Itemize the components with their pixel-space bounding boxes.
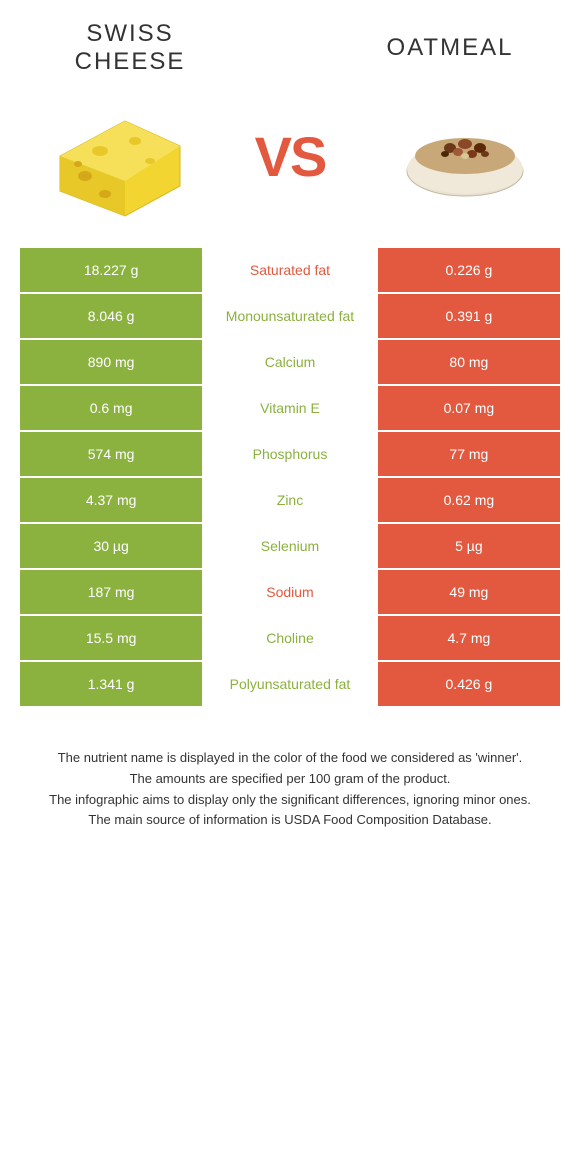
nutrient-label: Monounsaturated fat xyxy=(204,294,376,338)
nutrient-label: Zinc xyxy=(204,478,376,522)
nutrient-label: Selenium xyxy=(204,524,376,568)
nutrition-table-body: 18.227 gSaturated fat0.226 g8.046 gMonou… xyxy=(20,248,560,706)
left-value: 8.046 g xyxy=(20,294,202,338)
left-value: 30 µg xyxy=(20,524,202,568)
table-row: 890 mgCalcium80 mg xyxy=(20,340,560,384)
left-value: 15.5 mg xyxy=(20,616,202,660)
cheese-icon xyxy=(40,96,190,216)
table-row: 30 µgSelenium5 µg xyxy=(20,524,560,568)
right-value: 49 mg xyxy=(378,570,560,614)
table-row: 4.37 mgZinc0.62 mg xyxy=(20,478,560,522)
nutrition-table: 18.227 gSaturated fat0.226 g8.046 gMonou… xyxy=(18,246,562,708)
note-line-1: The nutrient name is displayed in the co… xyxy=(30,748,550,769)
table-row: 187 mgSodium49 mg xyxy=(20,570,560,614)
right-value: 4.7 mg xyxy=(378,616,560,660)
left-value: 574 mg xyxy=(20,432,202,476)
oatmeal-icon xyxy=(390,96,540,216)
footer-notes: The nutrient name is displayed in the co… xyxy=(0,708,580,861)
header-row: SWISS CHEESE OATMEAL xyxy=(0,0,580,86)
note-line-4: The main source of information is USDA F… xyxy=(30,810,550,831)
vs-label: VS xyxy=(255,124,326,189)
images-row: VS xyxy=(0,86,580,246)
right-value: 0.426 g xyxy=(378,662,560,706)
nutrient-label: Saturated fat xyxy=(204,248,376,292)
nutrient-label: Polyunsaturated fat xyxy=(204,662,376,706)
left-value: 4.37 mg xyxy=(20,478,202,522)
left-value: 0.6 mg xyxy=(20,386,202,430)
left-value: 890 mg xyxy=(20,340,202,384)
table-row: 18.227 gSaturated fat0.226 g xyxy=(20,248,560,292)
right-value: 0.226 g xyxy=(378,248,560,292)
left-value: 1.341 g xyxy=(20,662,202,706)
nutrition-table-wrap: 18.227 gSaturated fat0.226 g8.046 gMonou… xyxy=(0,246,580,708)
table-row: 15.5 mgCholine4.7 mg xyxy=(20,616,560,660)
nutrient-label: Phosphorus xyxy=(204,432,376,476)
table-row: 574 mgPhosphorus77 mg xyxy=(20,432,560,476)
table-row: 1.341 gPolyunsaturated fat0.426 g xyxy=(20,662,560,706)
nutrient-label: Calcium xyxy=(204,340,376,384)
nutrient-label: Vitamin E xyxy=(204,386,376,430)
right-value: 0.62 mg xyxy=(378,478,560,522)
infographic-container: SWISS CHEESE OATMEAL VS xyxy=(0,0,580,861)
right-value: 77 mg xyxy=(378,432,560,476)
right-value: 0.07 mg xyxy=(378,386,560,430)
right-value: 80 mg xyxy=(378,340,560,384)
note-line-3: The infographic aims to display only the… xyxy=(30,790,550,811)
right-value: 5 µg xyxy=(378,524,560,568)
table-row: 8.046 gMonounsaturated fat0.391 g xyxy=(20,294,560,338)
food-right-title: OATMEAL xyxy=(350,34,550,62)
food-left-title: SWISS CHEESE xyxy=(30,20,230,76)
note-line-2: The amounts are specified per 100 gram o… xyxy=(30,769,550,790)
right-value: 0.391 g xyxy=(378,294,560,338)
nutrient-label: Choline xyxy=(204,616,376,660)
nutrient-label: Sodium xyxy=(204,570,376,614)
left-value: 18.227 g xyxy=(20,248,202,292)
table-row: 0.6 mgVitamin E0.07 mg xyxy=(20,386,560,430)
left-value: 187 mg xyxy=(20,570,202,614)
